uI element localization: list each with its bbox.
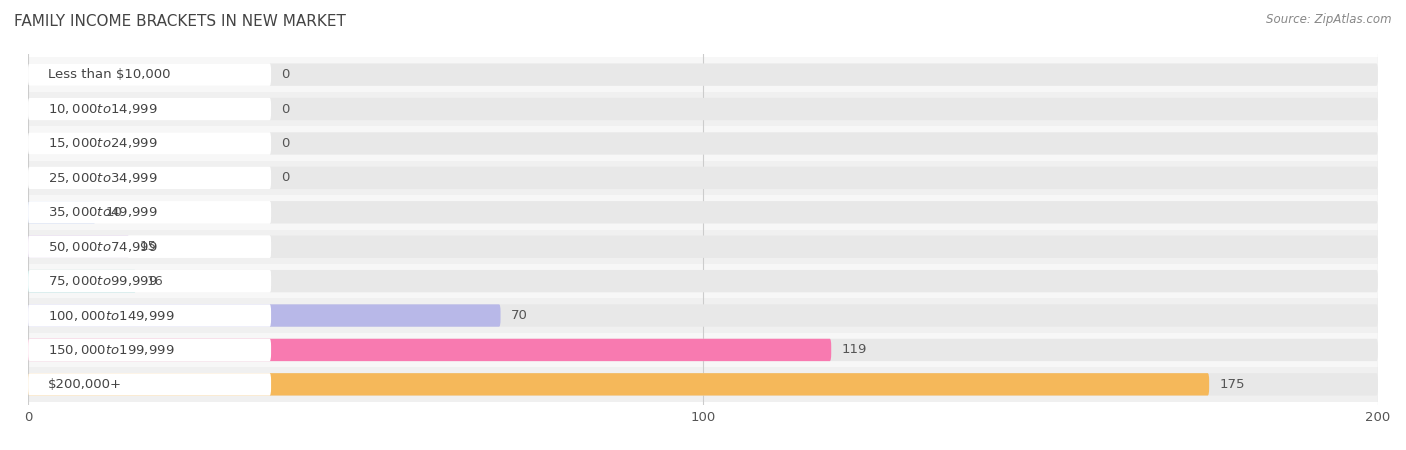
FancyBboxPatch shape	[28, 166, 1378, 189]
FancyBboxPatch shape	[28, 132, 1378, 155]
FancyBboxPatch shape	[28, 201, 271, 224]
FancyBboxPatch shape	[28, 235, 271, 258]
FancyBboxPatch shape	[28, 58, 1378, 92]
FancyBboxPatch shape	[28, 304, 271, 327]
Text: $25,000 to $34,999: $25,000 to $34,999	[48, 171, 157, 185]
FancyBboxPatch shape	[28, 270, 1378, 292]
Text: Less than $10,000: Less than $10,000	[48, 68, 170, 81]
Text: FAMILY INCOME BRACKETS IN NEW MARKET: FAMILY INCOME BRACKETS IN NEW MARKET	[14, 14, 346, 28]
FancyBboxPatch shape	[28, 333, 1378, 367]
FancyBboxPatch shape	[28, 98, 1378, 120]
Text: $150,000 to $199,999: $150,000 to $199,999	[48, 343, 174, 357]
FancyBboxPatch shape	[28, 339, 271, 361]
Text: 10: 10	[105, 206, 122, 219]
FancyBboxPatch shape	[28, 161, 1378, 195]
Text: 70: 70	[510, 309, 527, 322]
FancyBboxPatch shape	[28, 298, 1378, 333]
FancyBboxPatch shape	[28, 92, 1378, 126]
FancyBboxPatch shape	[28, 264, 1378, 298]
FancyBboxPatch shape	[28, 373, 271, 396]
FancyBboxPatch shape	[28, 373, 1209, 396]
FancyBboxPatch shape	[28, 195, 1378, 230]
FancyBboxPatch shape	[28, 235, 271, 258]
FancyBboxPatch shape	[28, 304, 501, 327]
FancyBboxPatch shape	[28, 304, 1378, 327]
FancyBboxPatch shape	[28, 270, 136, 292]
Text: $75,000 to $99,999: $75,000 to $99,999	[48, 274, 157, 288]
Text: $100,000 to $149,999: $100,000 to $149,999	[48, 309, 174, 323]
Text: 16: 16	[146, 274, 163, 288]
FancyBboxPatch shape	[28, 235, 129, 258]
FancyBboxPatch shape	[28, 63, 271, 86]
FancyBboxPatch shape	[28, 201, 271, 224]
FancyBboxPatch shape	[28, 98, 271, 120]
Text: $10,000 to $14,999: $10,000 to $14,999	[48, 102, 157, 116]
Text: $35,000 to $49,999: $35,000 to $49,999	[48, 205, 157, 219]
FancyBboxPatch shape	[28, 230, 1378, 264]
FancyBboxPatch shape	[28, 166, 271, 189]
FancyBboxPatch shape	[28, 201, 96, 224]
FancyBboxPatch shape	[28, 373, 271, 396]
FancyBboxPatch shape	[28, 235, 1378, 258]
FancyBboxPatch shape	[28, 339, 271, 361]
FancyBboxPatch shape	[28, 270, 271, 292]
FancyBboxPatch shape	[28, 373, 1378, 396]
Text: Source: ZipAtlas.com: Source: ZipAtlas.com	[1267, 14, 1392, 27]
FancyBboxPatch shape	[28, 126, 1378, 161]
FancyBboxPatch shape	[28, 367, 1378, 401]
Text: 0: 0	[281, 137, 290, 150]
Text: 0: 0	[281, 171, 290, 184]
Text: $50,000 to $74,999: $50,000 to $74,999	[48, 240, 157, 254]
FancyBboxPatch shape	[28, 63, 1378, 86]
Text: 175: 175	[1219, 378, 1244, 391]
FancyBboxPatch shape	[28, 201, 1378, 224]
FancyBboxPatch shape	[28, 132, 271, 155]
Text: 119: 119	[841, 343, 866, 356]
FancyBboxPatch shape	[28, 339, 831, 361]
Text: 15: 15	[139, 240, 156, 253]
Text: $200,000+: $200,000+	[48, 378, 121, 391]
Text: 0: 0	[281, 103, 290, 116]
FancyBboxPatch shape	[28, 270, 271, 292]
Text: $15,000 to $24,999: $15,000 to $24,999	[48, 136, 157, 150]
FancyBboxPatch shape	[28, 304, 271, 327]
Text: 0: 0	[281, 68, 290, 81]
FancyBboxPatch shape	[28, 339, 1378, 361]
